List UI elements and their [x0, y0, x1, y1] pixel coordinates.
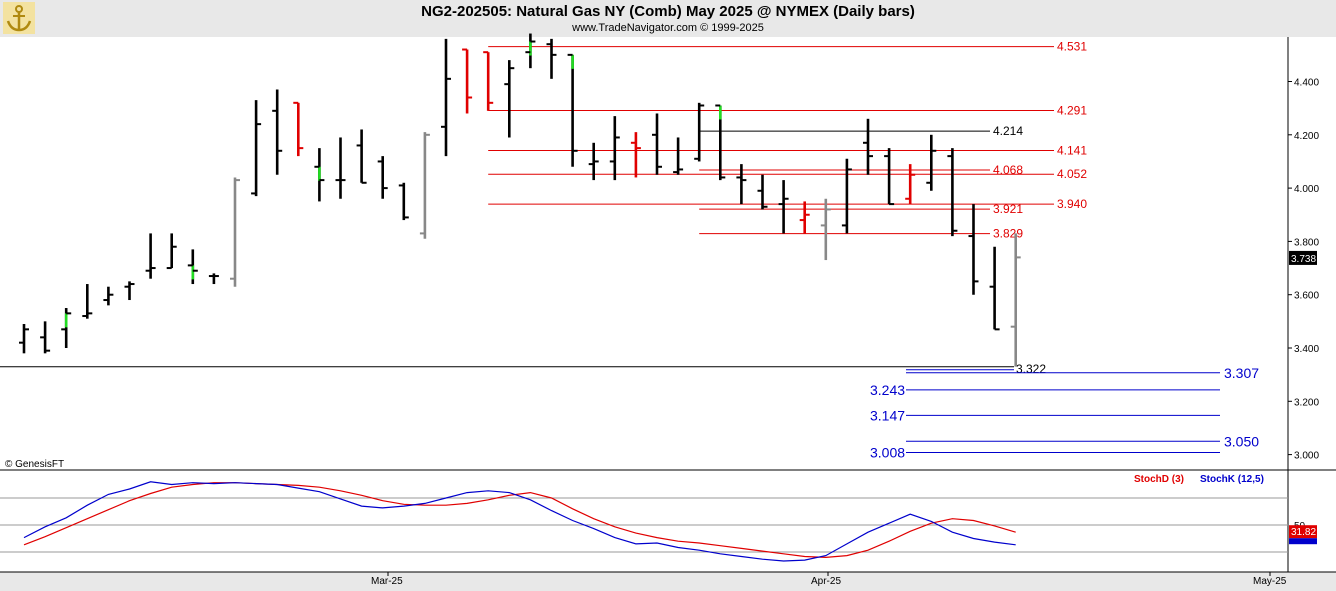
level-label: 4.141 [1057, 144, 1087, 158]
stoch-k-line [23, 481, 1016, 562]
date-tick-label: Apr-25 [811, 576, 841, 587]
price-tick-label: 3.600 [1294, 291, 1319, 302]
level-label: 3.921 [993, 202, 1023, 216]
level-label: 3.008 [870, 444, 905, 460]
level-label: 4.531 [1057, 40, 1087, 54]
anchor-icon [3, 2, 35, 34]
last-price-box [1289, 250, 1317, 265]
price-tick-label: 4.200 [1294, 131, 1319, 142]
chart-frame [0, 37, 1336, 591]
price-tick-label: 4.400 [1294, 78, 1319, 89]
stoch-d-line [23, 482, 1016, 559]
level-label: 4.214 [993, 124, 1023, 138]
price-tick-label: 3.400 [1294, 344, 1319, 355]
price-tick-label: 3.800 [1294, 237, 1319, 248]
price-tick-label: 4.000 [1294, 184, 1319, 195]
date-axis: Mar-25 Apr-25 May-25 [371, 572, 1287, 587]
level-label: 3.322 [1016, 362, 1046, 376]
level-label: 3.243 [870, 382, 905, 398]
stoch-k-legend: StochK (12,5) [1200, 474, 1264, 485]
last-price-label: 3.738 [1291, 254, 1316, 265]
date-tick-label: May-25 [1253, 576, 1287, 587]
date-tick-label: Mar-25 [371, 576, 403, 587]
level-label: 4.068 [993, 163, 1023, 177]
price-tick-label: 3.000 [1294, 451, 1319, 462]
stoch-d-value: 31.82 [1291, 527, 1316, 538]
level-label: 4.291 [1057, 104, 1087, 118]
chart-header: NG2-202505: Natural Gas NY (Comb) May 20… [0, 0, 1336, 37]
level-label: 3.050 [1224, 433, 1259, 449]
price-bars [19, 33, 1021, 367]
level-label: 4.052 [1057, 167, 1087, 181]
level-label: 3.829 [993, 227, 1023, 241]
stoch-d-value-box [1289, 525, 1317, 539]
level-label: 3.147 [870, 407, 905, 423]
level-lines: 4.531 4.291 4.214 4.141 4.068 4.052 3.940 3.921… [0, 40, 1259, 460]
chart-title: NG2-202505: Natural Gas NY (Comb) May 20… [421, 3, 915, 20]
chart-subtitle: www.TradeNavigator.com © 1999-2025 [572, 22, 764, 34]
stochastic-panel: 5031.82 [0, 481, 1317, 562]
price-axis: 3.000 3.200 3.400 3.600 3.800 4.000 4.200 4.400… [1288, 78, 1319, 462]
genesis-watermark: © GenesisFT [5, 459, 64, 470]
stoch-k-value-box [1289, 538, 1317, 545]
level-label: 3.940 [1057, 197, 1087, 211]
price-tick-label: 3.200 [1294, 397, 1319, 408]
date-axis-bg [0, 572, 1336, 591]
level-label: 3.307 [1224, 365, 1259, 381]
stoch-d-legend: StochD (3) [1134, 474, 1184, 485]
